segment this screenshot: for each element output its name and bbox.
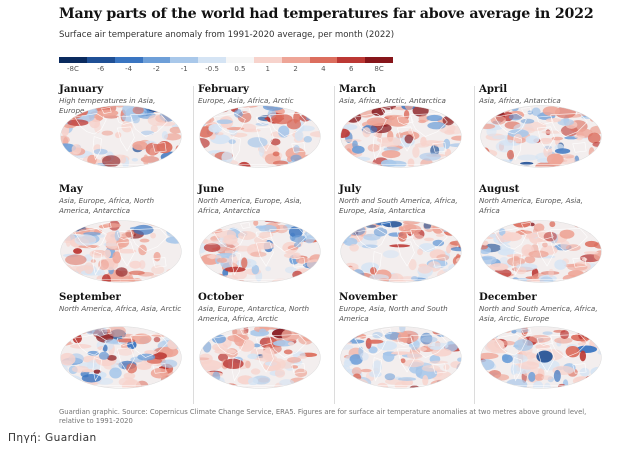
month-panel: January High temperatures in Asia, Europe	[59, 83, 183, 116]
month-panel: December North and South America, Africa,…	[479, 291, 603, 324]
scale-swatch	[253, 57, 283, 63]
month-regions: Asia, Europe, Africa, North America, Ant…	[59, 196, 155, 215]
column-divider	[193, 86, 194, 404]
anomaly-map	[60, 326, 182, 389]
month-name: April	[479, 83, 508, 95]
scale-tick-label: 4	[321, 65, 326, 73]
scale-tick-label: -8C	[66, 65, 79, 73]
month-regions: North and South America, Africa, Asia, A…	[479, 304, 598, 323]
scale-swatch	[226, 57, 255, 63]
scale-swatch	[309, 57, 338, 63]
anomaly-map	[199, 220, 321, 283]
column-divider	[334, 86, 335, 404]
anomaly-map	[60, 105, 182, 168]
month-regions: Asia, Africa, Arctic, Antarctica	[339, 96, 446, 105]
column-divider	[474, 86, 475, 404]
month-name: June	[198, 183, 225, 195]
month-name: September	[59, 291, 121, 303]
month-name: January	[59, 83, 104, 95]
month-panel: November Europe, Asia, North and South Am…	[339, 291, 463, 324]
scale-tick-label: 8C	[374, 65, 384, 73]
scale-tick-label: -2	[152, 65, 160, 73]
month-regions: High temperatures in Asia, Europe	[59, 96, 156, 115]
month-panel: May Asia, Europe, Africa, North America, …	[59, 183, 183, 216]
month-name: February	[198, 83, 249, 95]
month-panel: March Asia, Africa, Arctic, Antarctica	[339, 83, 463, 106]
scale-swatch	[281, 57, 310, 63]
footnote: Guardian graphic. Source: Copernicus Cli…	[59, 408, 587, 425]
scale-tick-label: 0.5	[234, 65, 246, 73]
scale-swatch	[170, 57, 199, 63]
month-regions: North America, Europe, Asia, Africa, Ant…	[198, 196, 302, 215]
scale-swatch	[114, 57, 143, 63]
month-name: August	[479, 183, 520, 195]
month-panel: October Asia, Europe, Antarctica, North A…	[198, 291, 322, 324]
month-regions: Asia, Africa, Antarctica	[479, 96, 561, 105]
month-name: March	[339, 83, 376, 95]
scale-swatch	[198, 57, 227, 63]
anomaly-map	[480, 326, 602, 389]
anomaly-map	[199, 105, 321, 168]
month-panel: September North America, Africa, Asia, Ar…	[59, 291, 183, 314]
graphic-panel: Many parts of the world had temperatures…	[50, 0, 610, 428]
month-name: November	[339, 291, 398, 303]
month-panel: July North and South America, Africa, Eur…	[339, 183, 463, 216]
scale-swatch	[86, 57, 116, 63]
month-regions: Europe, Asia, North and South America	[339, 304, 448, 323]
scale-tick-label: -1	[180, 65, 188, 73]
source-credit: Πηγή: Guardian	[8, 432, 97, 444]
scale-swatch	[59, 57, 88, 63]
graphic-title: Many parts of the world had temperatures…	[59, 6, 594, 22]
anomaly-map	[340, 220, 462, 283]
month-panel: April Asia, Africa, Antarctica	[479, 83, 603, 106]
month-regions: North America, Africa, Asia, Arctic	[59, 304, 182, 313]
scale-tick-label: 1	[265, 65, 270, 73]
month-regions: Europe, Asia, Africa, Arctic	[198, 96, 294, 105]
scale-tick-label: -0.5	[205, 65, 219, 73]
scale-tick-label: 2	[293, 65, 298, 73]
graphic-subtitle: Surface air temperature anomaly from 199…	[59, 30, 395, 40]
scale-tick-label: 6	[349, 65, 354, 73]
month-regions: Asia, Europe, Antarctica, North America,…	[198, 304, 310, 323]
color-scale-legend: -8C -6 -4 -2 -1 -0.5 0.5 1 2 4 6 8C	[59, 57, 394, 75]
month-name: July	[339, 183, 362, 195]
month-name: December	[479, 291, 537, 303]
month-panel: August North America, Europe, Asia, Afric…	[479, 183, 603, 216]
month-regions: North America, Europe, Asia, Africa	[479, 196, 583, 215]
anomaly-map	[199, 326, 321, 389]
scale-swatch	[365, 57, 394, 63]
anomaly-map	[480, 220, 602, 283]
scale-swatch	[337, 57, 366, 63]
anomaly-map	[480, 105, 602, 168]
month-name: May	[59, 183, 83, 195]
month-panel: June North America, Europe, Asia, Africa,…	[198, 183, 322, 216]
month-name: October	[198, 291, 244, 303]
month-panel: February Europe, Asia, Africa, Arctic	[198, 83, 322, 106]
anomaly-map	[60, 220, 182, 283]
scale-swatch	[142, 57, 171, 63]
anomaly-map	[340, 105, 462, 168]
anomaly-map	[340, 326, 462, 389]
month-regions: North and South America, Africa, Europe,…	[339, 196, 458, 215]
scale-tick-label: -6	[97, 65, 105, 73]
scale-tick-label: -4	[125, 65, 133, 73]
